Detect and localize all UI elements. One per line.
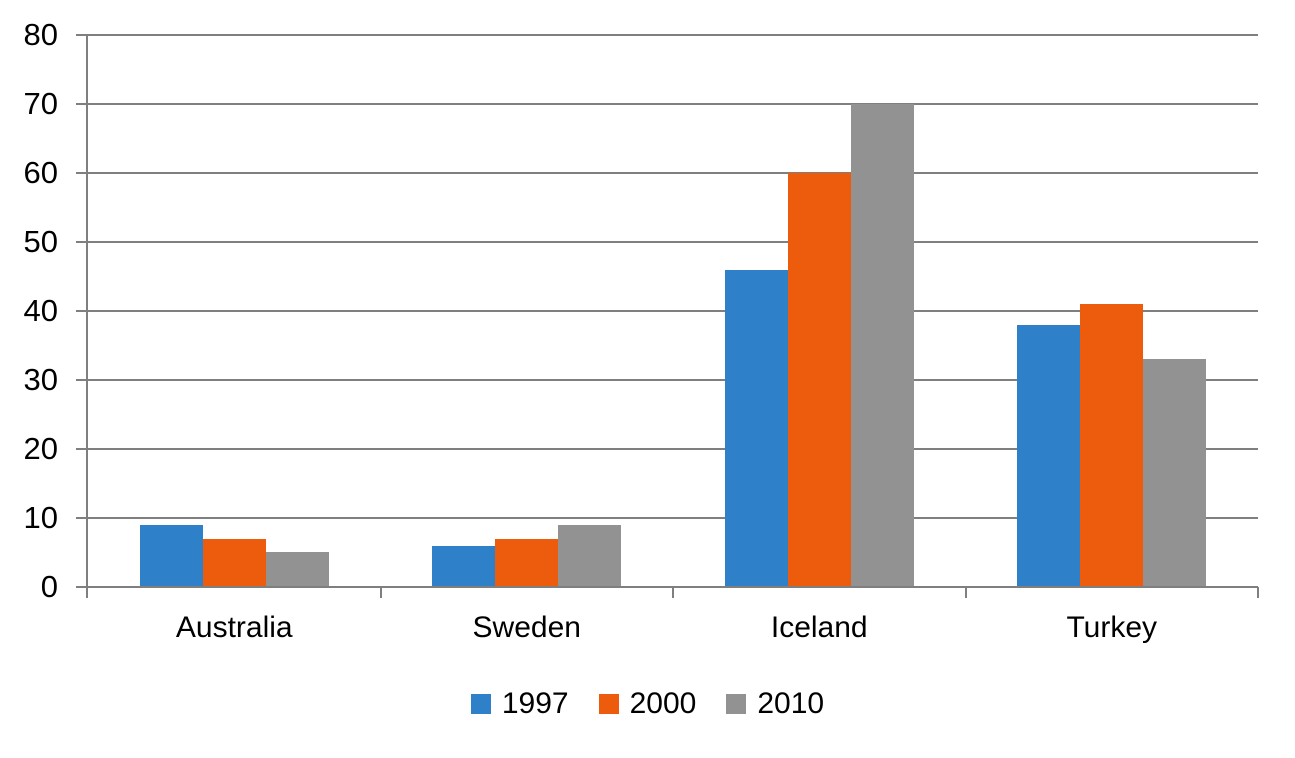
y-tick-label: 70	[23, 86, 58, 121]
bar-sweden-2010	[558, 525, 621, 587]
y-tick-label: 50	[23, 224, 58, 259]
y-tick-label: 40	[23, 293, 58, 328]
bar-iceland-2010	[851, 104, 914, 587]
gridline	[76, 310, 1258, 312]
gridline	[76, 241, 1258, 243]
bar-australia-1997	[140, 525, 203, 587]
y-axis-line	[86, 35, 88, 598]
y-tick-label: 60	[23, 155, 58, 190]
x-axis-tick	[380, 587, 382, 598]
x-category-label: Turkey	[1066, 611, 1158, 644]
y-tick-label: 80	[23, 17, 58, 52]
x-axis-tick	[1257, 587, 1259, 598]
bar-iceland-1997	[725, 270, 788, 587]
legend-swatch-icon	[598, 694, 619, 714]
x-axis-line	[76, 586, 1258, 588]
x-category-label: Australia	[175, 611, 293, 644]
x-category-label: Sweden	[472, 611, 581, 644]
bar-turkey-2000	[1080, 304, 1143, 587]
legend-swatch-icon	[726, 694, 747, 714]
gridline	[76, 379, 1258, 381]
gridline	[76, 517, 1258, 519]
chart-legend: 1997 2000 2010	[0, 686, 1295, 722]
legend-item-2010: 2010	[726, 686, 824, 722]
bar-sweden-1997	[432, 546, 495, 587]
y-tick-label: 0	[40, 569, 58, 604]
bar-turkey-1997	[1017, 325, 1080, 587]
legend-label: 1997	[501, 687, 569, 720]
legend-label: 2000	[629, 687, 697, 720]
legend-item-2000: 2000	[598, 686, 697, 722]
bar-iceland-2000	[788, 173, 851, 587]
x-axis-tick	[672, 587, 674, 598]
y-tick-label: 10	[23, 500, 58, 535]
gridline	[76, 103, 1258, 105]
x-category-label: Iceland	[770, 611, 868, 644]
bar-australia-2010	[266, 552, 329, 587]
bar-turkey-2010	[1143, 359, 1206, 587]
y-tick-label: 30	[23, 362, 58, 397]
legend-item-1997: 1997	[470, 686, 569, 722]
y-tick-label: 20	[23, 431, 58, 466]
legend-swatch-icon	[470, 694, 491, 714]
legend-label: 2010	[757, 687, 825, 720]
gridline	[76, 34, 1258, 36]
bar-sweden-2000	[495, 539, 558, 587]
x-axis-tick	[965, 587, 967, 598]
gridline	[76, 172, 1258, 174]
bar-australia-2000	[203, 539, 266, 587]
gridline	[76, 448, 1258, 450]
